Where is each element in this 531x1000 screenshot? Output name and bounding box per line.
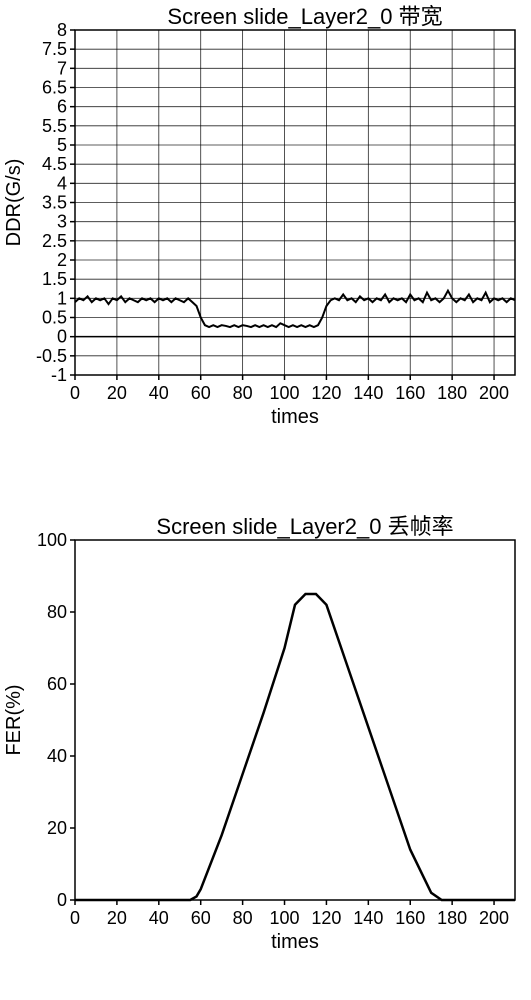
y-tick-label: 0 — [57, 890, 67, 910]
x-tick-label: 0 — [70, 908, 80, 928]
y-tick-label: 80 — [47, 602, 67, 622]
x-tick-label: 200 — [479, 383, 509, 403]
chart-title: Screen slide_Layer2_0 带宽 — [167, 4, 442, 29]
x-tick-label: 0 — [70, 383, 80, 403]
x-tick-label: 200 — [479, 908, 509, 928]
x-tick-label: 180 — [437, 383, 467, 403]
x-axis-label: times — [271, 931, 319, 953]
y-tick-label: 1 — [57, 288, 67, 308]
data-series — [75, 594, 515, 900]
y-tick-label: 2 — [57, 250, 67, 270]
y-tick-label: 4.5 — [42, 154, 67, 174]
x-tick-label: 140 — [353, 908, 383, 928]
x-tick-label: 40 — [149, 383, 169, 403]
x-tick-label: 80 — [233, 908, 253, 928]
y-tick-label: 8 — [57, 20, 67, 40]
x-tick-label: 60 — [191, 908, 211, 928]
y-tick-label: -1 — [51, 365, 67, 385]
x-tick-label: 20 — [107, 908, 127, 928]
y-tick-label: 5.5 — [42, 116, 67, 136]
y-tick-label: 7.5 — [42, 39, 67, 59]
y-tick-label: 5 — [57, 135, 67, 155]
y-tick-label: 0 — [57, 327, 67, 347]
x-tick-label: 60 — [191, 383, 211, 403]
x-tick-label: 40 — [149, 908, 169, 928]
x-tick-label: 180 — [437, 908, 467, 928]
y-tick-label: 40 — [47, 746, 67, 766]
x-tick-label: 160 — [395, 383, 425, 403]
data-series — [75, 291, 515, 327]
x-tick-label: 20 — [107, 383, 127, 403]
y-tick-label: 7 — [57, 58, 67, 78]
y-tick-label: 6.5 — [42, 78, 67, 98]
y-axis-label: FER(%) — [3, 684, 25, 755]
y-tick-label: 0.5 — [42, 308, 67, 328]
y-tick-label: 60 — [47, 674, 67, 694]
y-tick-label: -0.5 — [36, 346, 67, 366]
x-tick-label: 120 — [311, 383, 341, 403]
y-tick-label: 1.5 — [42, 269, 67, 289]
y-tick-label: 3.5 — [42, 193, 67, 213]
ddr-chart: -1-0.500.511.522.533.544.555.566.577.580… — [0, 0, 531, 450]
y-tick-label: 4 — [57, 173, 67, 193]
x-tick-label: 140 — [353, 383, 383, 403]
fer-chart: 0 20 40 60 80 100 0 20 40 60 80 100 120 140 160 180 200 S… — [0, 500, 531, 970]
x-tick-label: 120 — [311, 908, 341, 928]
y-tick-label: 6 — [57, 97, 67, 117]
x-axis-label: times — [271, 406, 319, 428]
x-tick-label: 80 — [233, 383, 253, 403]
y-tick-label: 100 — [37, 530, 67, 550]
x-tick-label: 100 — [270, 383, 300, 403]
x-tick-label: 100 — [270, 908, 300, 928]
y-tick-label: 20 — [47, 818, 67, 838]
y-tick-label: 2.5 — [42, 231, 67, 251]
y-axis-label: DDR(G/s) — [3, 159, 25, 247]
chart-title: Screen slide_Layer2_0 丢帧率 — [156, 514, 453, 539]
x-tick-label: 160 — [395, 908, 425, 928]
y-tick-label: 3 — [57, 212, 67, 232]
